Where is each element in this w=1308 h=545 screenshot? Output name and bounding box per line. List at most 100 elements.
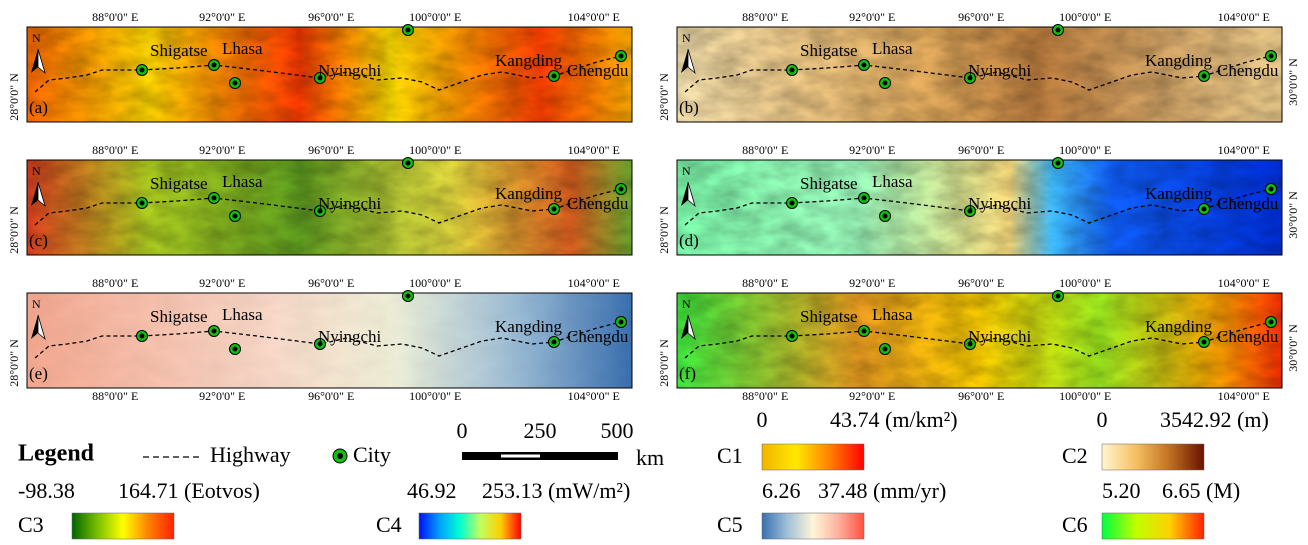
city-label: Kangding xyxy=(1145,184,1213,203)
city-label: Lhasa xyxy=(222,305,263,324)
lon-tick-label: 88°0'0" E xyxy=(742,10,788,24)
city-marker-core xyxy=(618,319,624,325)
city-label: Chengdu xyxy=(567,194,629,213)
lon-tick-label: 100°0'0" E xyxy=(409,276,461,290)
colorbar-name: C6 xyxy=(1062,512,1088,537)
city-marker-core xyxy=(967,208,973,214)
city-label: Lhasa xyxy=(872,172,913,191)
north-arrow-half xyxy=(687,181,696,208)
city-label: Lhasa xyxy=(222,172,263,191)
north-arrow xyxy=(681,315,688,339)
colorbar xyxy=(761,443,865,471)
panel-label: (f) xyxy=(679,364,696,383)
colorbar-min: -98.38 xyxy=(18,478,75,503)
city-label: Lhasa xyxy=(872,305,913,324)
lon-tick-label: 88°0'0" E xyxy=(92,276,138,290)
city-symbol-core xyxy=(337,453,343,459)
panel-label: (c) xyxy=(29,231,48,250)
city-marker-core xyxy=(551,206,557,212)
lon-tick-label: 96°0'0" E xyxy=(958,276,1004,290)
city-marker-core xyxy=(882,80,888,86)
city-label: Lhasa xyxy=(872,39,913,58)
lon-tick-label: 92°0'0" E xyxy=(849,276,895,290)
highway xyxy=(34,188,622,226)
city-label: Chengdu xyxy=(1217,327,1279,346)
city-label: Shigatse xyxy=(800,174,858,193)
city-marker-core xyxy=(551,339,557,345)
lon-tick-label: 104°0'0" E xyxy=(568,389,620,403)
north-label: N xyxy=(32,297,41,311)
north-arrow-half xyxy=(37,48,46,75)
map-texture xyxy=(677,27,1282,122)
highway-label: Highway xyxy=(210,442,291,467)
city-marker-core xyxy=(405,293,411,299)
colorbar-name: C3 xyxy=(18,512,44,537)
city-label: Nyingchi xyxy=(318,327,382,346)
lon-tick-label: 100°0'0" E xyxy=(1059,389,1111,403)
colorbar-min: 6.26 xyxy=(762,478,801,503)
lon-tick-label: 96°0'0" E xyxy=(958,10,1004,24)
map-texture xyxy=(27,27,632,122)
lon-tick-label: 100°0'0" E xyxy=(409,143,461,157)
city-label: Kangding xyxy=(1145,51,1213,70)
colorbar-max: 253.13 (mW/m²) xyxy=(482,478,630,503)
north-arrow xyxy=(31,315,38,339)
lon-tick-label: 96°0'0" E xyxy=(308,389,354,403)
lon-tick-label: 96°0'0" E xyxy=(308,10,354,24)
lon-tick-label: 92°0'0" E xyxy=(199,276,245,290)
city-label: Lhasa xyxy=(222,39,263,58)
lon-tick-label: 96°0'0" E xyxy=(958,143,1004,157)
lon-tick-label: 96°0'0" E xyxy=(958,389,1004,403)
lon-tick-label: 100°0'0" E xyxy=(1059,143,1111,157)
lon-tick-label: 88°0'0" E xyxy=(742,276,788,290)
city-label: Shigatse xyxy=(150,41,208,60)
colorbar-min: 46.92 xyxy=(407,478,457,503)
city-marker-core xyxy=(861,328,867,334)
north-arrow-half xyxy=(687,48,696,75)
legend-title: Legend xyxy=(18,441,95,467)
lon-tick-label: 92°0'0" E xyxy=(849,143,895,157)
city-marker-core xyxy=(1201,206,1207,212)
colorbar-max: 6.65 (M) xyxy=(1162,478,1240,503)
colorbar-name: C5 xyxy=(717,512,743,537)
lon-tick-label: 88°0'0" E xyxy=(92,10,138,24)
city-label: Chengdu xyxy=(567,327,629,346)
lon-tick-label: 96°0'0" E xyxy=(308,276,354,290)
city-marker-core xyxy=(861,195,867,201)
lon-tick-label: 88°0'0" E xyxy=(742,389,788,403)
north-label: N xyxy=(32,164,41,178)
city-label: Kangding xyxy=(1145,317,1213,336)
lat-tick-label: 28°0'0" N xyxy=(7,73,21,121)
lon-tick-label: 88°0'0" E xyxy=(92,389,138,403)
north-label: N xyxy=(682,164,691,178)
city-label: Kangding xyxy=(495,51,563,70)
city-marker-core xyxy=(1201,73,1207,79)
scale-bar-white xyxy=(501,454,540,458)
city-marker-core xyxy=(211,195,217,201)
city-marker-core xyxy=(882,213,888,219)
lat-tick-label: 28°0'0" N xyxy=(7,206,21,254)
city-label: Chengdu xyxy=(1217,61,1279,80)
map-frame xyxy=(676,292,1283,389)
lon-tick-label: 88°0'0" E xyxy=(92,143,138,157)
north-arrow xyxy=(31,182,38,206)
map-frame xyxy=(26,26,633,123)
city-label: Kangding xyxy=(495,184,563,203)
city-marker-core xyxy=(317,75,323,81)
colorbar-max: 43.74 (m/km²) xyxy=(830,407,958,432)
colorbar xyxy=(1101,443,1205,471)
map-texture xyxy=(27,160,632,255)
panel-label: (d) xyxy=(679,231,699,250)
city-label: Nyingchi xyxy=(968,194,1032,213)
lon-tick-label: 100°0'0" E xyxy=(1059,276,1111,290)
north-arrow-half xyxy=(37,314,46,341)
north-label: N xyxy=(682,31,691,45)
city-label: Shigatse xyxy=(150,307,208,326)
lon-tick-label: 104°0'0" E xyxy=(1218,276,1270,290)
city-label: Nyingchi xyxy=(318,194,382,213)
lon-tick-label: 92°0'0" E xyxy=(199,10,245,24)
